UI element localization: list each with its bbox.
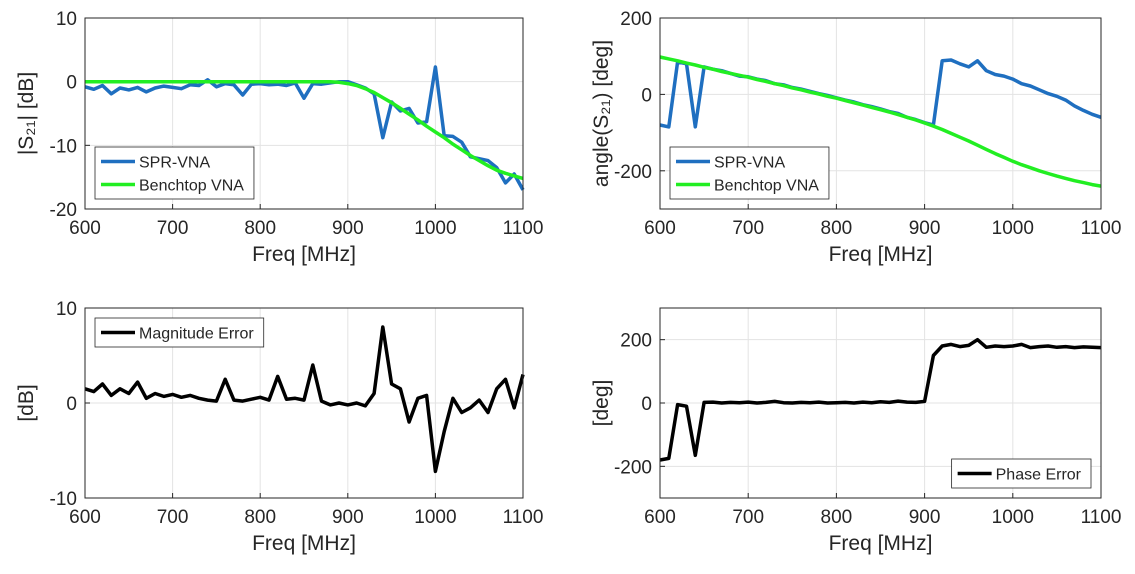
y-axis-label: |S₂₁| [dB] xyxy=(15,72,38,155)
x-tick-label: 800 xyxy=(821,507,853,528)
x-tick-label: 1100 xyxy=(503,218,544,239)
x-axis-label: Freq [MHz] xyxy=(829,532,933,555)
x-tick-label: 900 xyxy=(332,507,364,528)
x-tick-label: 1000 xyxy=(414,218,456,239)
x-tick-label: 1000 xyxy=(992,218,1034,239)
series-line xyxy=(659,337,1102,462)
x-tick-label: 700 xyxy=(157,507,189,528)
y-tick-label: -10 xyxy=(50,136,77,157)
x-tick-label: 1000 xyxy=(414,507,456,528)
legend-label: SPR-VNA xyxy=(714,155,785,172)
legend: Phase Error xyxy=(951,458,1092,489)
legend-box xyxy=(94,146,255,200)
x-tick-label: 700 xyxy=(732,218,764,239)
x-axis-label: Freq [MHz] xyxy=(252,532,356,555)
x-tick-label: 800 xyxy=(244,507,276,528)
x-tick-label: 600 xyxy=(69,218,101,239)
y-tick-label: -200 xyxy=(614,162,652,183)
legend-label: Phase Error xyxy=(996,467,1082,484)
y-tick-label: -20 xyxy=(50,200,77,221)
y-tick-label: 10 xyxy=(56,299,77,320)
series-line xyxy=(659,55,1102,188)
x-tick-label: 600 xyxy=(644,218,676,239)
legend-label: Benchtop VNA xyxy=(139,178,244,195)
y-tick-label: 10 xyxy=(56,9,77,30)
axes-frame xyxy=(659,307,1102,499)
series-line xyxy=(84,325,525,474)
axes-frame xyxy=(84,17,524,210)
x-tick-label: 1100 xyxy=(503,507,544,528)
y-axis-label: [dB] xyxy=(15,384,38,421)
y-axis-label: angle(S₂₁) [deg] xyxy=(590,40,613,187)
y-tick-label: 0 xyxy=(641,85,652,106)
y-axis-label: [deg] xyxy=(590,380,613,427)
y-tick-label: -200 xyxy=(614,457,652,478)
axes-frame xyxy=(84,307,524,499)
axes-frame xyxy=(659,17,1102,210)
series-line xyxy=(85,79,524,181)
x-tick-label: 700 xyxy=(732,507,764,528)
x-tick-label: 600 xyxy=(69,507,101,528)
y-tick-label: -10 xyxy=(50,489,77,510)
legend-label: Magnitude Error xyxy=(139,326,254,343)
x-axis-label: Freq [MHz] xyxy=(252,243,356,266)
x-tick-label: 800 xyxy=(244,218,276,239)
x-tick-label: 900 xyxy=(909,218,941,239)
legend-box xyxy=(669,146,830,200)
x-tick-label: 900 xyxy=(909,507,941,528)
legend-label: Benchtop VNA xyxy=(714,178,819,195)
legend: SPR-VNA Benchtop VNA xyxy=(94,146,255,200)
x-tick-label: 600 xyxy=(644,507,676,528)
y-tick-label: 0 xyxy=(641,394,652,415)
x-tick-label: 1100 xyxy=(1081,218,1122,239)
x-tick-label: 800 xyxy=(821,218,853,239)
y-tick-label: 200 xyxy=(620,331,652,352)
legend: SPR-VNA Benchtop VNA xyxy=(669,146,830,200)
y-tick-label: 0 xyxy=(66,73,77,94)
legend-label: SPR-VNA xyxy=(139,155,210,172)
x-tick-label: 700 xyxy=(157,218,189,239)
x-axis-label: Freq [MHz] xyxy=(829,243,933,266)
x-tick-label: 1100 xyxy=(1081,507,1122,528)
legend: Magnitude Error xyxy=(94,317,265,348)
y-tick-label: 200 xyxy=(620,9,652,30)
y-tick-label: 0 xyxy=(66,394,77,415)
series-line xyxy=(84,65,525,191)
x-tick-label: 900 xyxy=(332,218,364,239)
x-tick-label: 1000 xyxy=(992,507,1034,528)
